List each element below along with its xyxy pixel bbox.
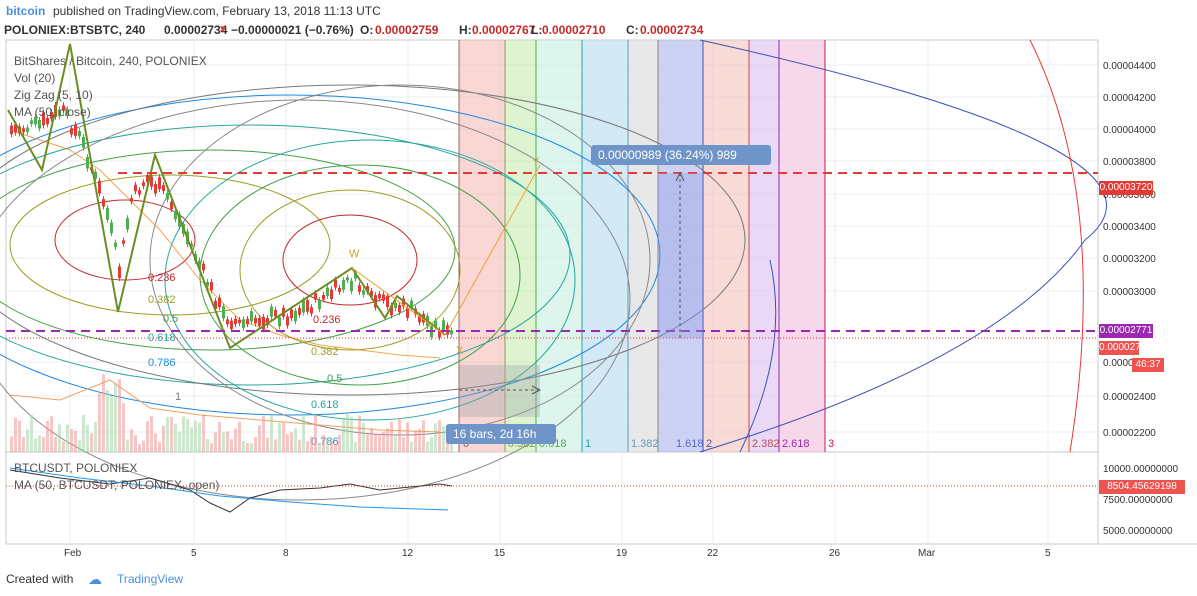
- ticker-bar: POLONIEX:BTSBTC, 240 0.00002734 ▼ −0.000…: [0, 22, 1197, 40]
- price-change: −0.00000021 (−0.76%): [231, 23, 354, 37]
- fib-time-label: 1.382: [631, 438, 659, 450]
- high-label: H:: [459, 23, 472, 37]
- time-axis-label: 19: [616, 548, 628, 559]
- sub-legend-ma[interactable]: MA (50, BTCUSDT, POLONIEX, open): [14, 478, 220, 492]
- price-axis-label: 0.00003400: [1103, 222, 1156, 233]
- publish-header: bitcoin published on TradingView.com, Fe…: [0, 0, 1197, 22]
- price-axis-label: 0.00003200: [1103, 254, 1156, 265]
- fib-circle-label: 0.5: [327, 373, 342, 385]
- countdown-tag: 46:37: [1132, 358, 1164, 372]
- time-axis-label: Feb: [64, 548, 82, 559]
- high-value: 0.00002767: [472, 23, 536, 37]
- open-label: O:: [360, 23, 374, 37]
- close-label: C:: [626, 23, 639, 37]
- chart-title[interactable]: BitShares / Bitcoin, 240, POLONIEX: [14, 54, 207, 68]
- symbol-label[interactable]: POLONIEX:BTSBTC, 240: [4, 23, 146, 37]
- fib-time-label: 1.618: [676, 438, 704, 450]
- footer: Created with ☁ TradingView: [0, 566, 1197, 596]
- fib-arc-blue[interactable]: [699, 39, 1107, 453]
- price-range-box[interactable]: [658, 173, 703, 338]
- bars-range-label: 16 bars, 2d 16h: [453, 427, 536, 441]
- publish-info: published on TradingView.com, February 1…: [53, 4, 381, 18]
- sub-axis-label: 5000.00000000: [1103, 526, 1173, 537]
- fib-circle-label: 0.382: [148, 294, 176, 306]
- time-axis[interactable]: Feb 5 8 12 15 19 22 26 Mar 5: [64, 548, 1051, 559]
- legend-ma[interactable]: MA (50, close): [14, 105, 91, 119]
- price-axis-label: 0.00004000: [1103, 125, 1156, 136]
- low-value: 0.00002710: [542, 23, 606, 37]
- sub-axis-label: 7500.00000000: [1103, 495, 1173, 506]
- time-axis-label: 5: [191, 548, 197, 559]
- bars-range-label-box: [446, 424, 556, 444]
- price-tag-resistance: 0.00003720: [1099, 181, 1153, 195]
- price-tag-current: 0.00002734: [1099, 341, 1152, 355]
- btcusdt-ma-line: [9, 467, 449, 511]
- price-axis[interactable]: 0.00004400 0.00004200 0.00004000 0.00003…: [1103, 61, 1156, 439]
- price-axis-label: 0.00002200: [1103, 428, 1156, 439]
- xy-projection[interactable]: [351, 164, 541, 336]
- fib-circle-label: 0.5: [163, 313, 178, 325]
- author-link[interactable]: bitcoin: [6, 4, 46, 18]
- sub-axis-label: 10000.00000000: [1103, 464, 1179, 475]
- price-axis-label: 0.00002400: [1103, 392, 1156, 403]
- tradingview-link[interactable]: TradingView: [117, 572, 184, 586]
- price-axis-label: 0.00004400: [1103, 61, 1156, 72]
- fib-time-label: 2: [706, 438, 712, 450]
- sub-legend-title[interactable]: BTCUSDT, POLONIEX: [14, 461, 138, 475]
- price-axis-label: 0.00003800: [1103, 157, 1156, 168]
- pattern-label-y: Y: [532, 156, 540, 168]
- fib-time-label: 1: [585, 438, 591, 450]
- price-tag-support: 0.00002771: [1099, 324, 1153, 338]
- fib-circle-labels: 0.236 0.382 0.5 0.618 0.786 1 0.236 0.38…: [148, 272, 342, 448]
- fib-circle-label: 0.618: [148, 332, 176, 344]
- fib-circle-label: 0.382: [311, 346, 339, 358]
- fib-time-label: 2.618: [782, 438, 810, 450]
- time-axis-label: 15: [494, 548, 506, 559]
- time-axis-label: 26: [829, 548, 841, 559]
- price-axis-label: 0.00003600: [1103, 190, 1156, 201]
- fib-time-zones[interactable]: [458, 40, 826, 452]
- bars-range-box[interactable]: [459, 365, 540, 417]
- close-value: 0.00002734: [640, 23, 704, 37]
- time-axis-label: 22: [707, 548, 719, 559]
- fib-circles-small[interactable]: [164, 139, 576, 421]
- created-with-label: Created with: [6, 572, 74, 586]
- time-axis-label: 5: [1045, 548, 1051, 559]
- time-axis-label: 8: [283, 548, 289, 559]
- fib-circle-label: 1: [175, 391, 181, 403]
- fib-arc-red[interactable]: [1029, 39, 1084, 453]
- sub-price-tag: 8504.45629198: [1099, 480, 1185, 494]
- open-value: 0.00002759: [375, 23, 439, 37]
- price-range-label-box: [591, 145, 771, 165]
- last-price: 0.00002734: [164, 23, 228, 37]
- legend-zigzag[interactable]: Zig Zag (5, 10): [14, 88, 93, 102]
- zigzag-line[interactable]: [7, 43, 446, 350]
- fib-time-label: 2.382: [752, 438, 780, 450]
- fib-circle-label: 0.618: [311, 399, 339, 411]
- low-label: L:: [531, 23, 543, 37]
- time-axis-label: 12: [402, 548, 414, 559]
- pattern-label-x: X: [456, 345, 464, 357]
- fib-circle-label: 0.236: [148, 272, 176, 284]
- fib-circle-label: 0.236: [313, 314, 341, 326]
- fib-time-label: 3: [828, 438, 834, 450]
- sub-pane[interactable]: 10000.00000000 7500.00000000 5000.000000…: [6, 464, 1179, 537]
- price-axis-label: 0.00004200: [1103, 93, 1156, 104]
- pattern-label-w: W: [349, 248, 360, 260]
- volume-ma-line: [9, 379, 441, 433]
- ma-line[interactable]: [9, 129, 441, 359]
- btcusdt-line: [9, 469, 453, 513]
- volume-bars: [10, 374, 453, 452]
- main-chart[interactable]: 0 0.382 0.618 1 1.382 1.618 2 2.382 2.61…: [0, 0, 1197, 566]
- price-range-label: 0.00000989 (36.24%) 989: [598, 148, 737, 162]
- price-axis-label: 0.00003000: [1103, 287, 1156, 298]
- down-arrow-icon: ▼: [218, 24, 228, 35]
- time-axis-label: Mar: [918, 548, 936, 559]
- legend-vol[interactable]: Vol (20): [14, 71, 56, 85]
- price-axis-label: 0.00002600: [1103, 358, 1156, 369]
- tradingview-logo-icon[interactable]: ☁: [88, 571, 102, 587]
- fib-circle-label: 0.786: [148, 357, 176, 369]
